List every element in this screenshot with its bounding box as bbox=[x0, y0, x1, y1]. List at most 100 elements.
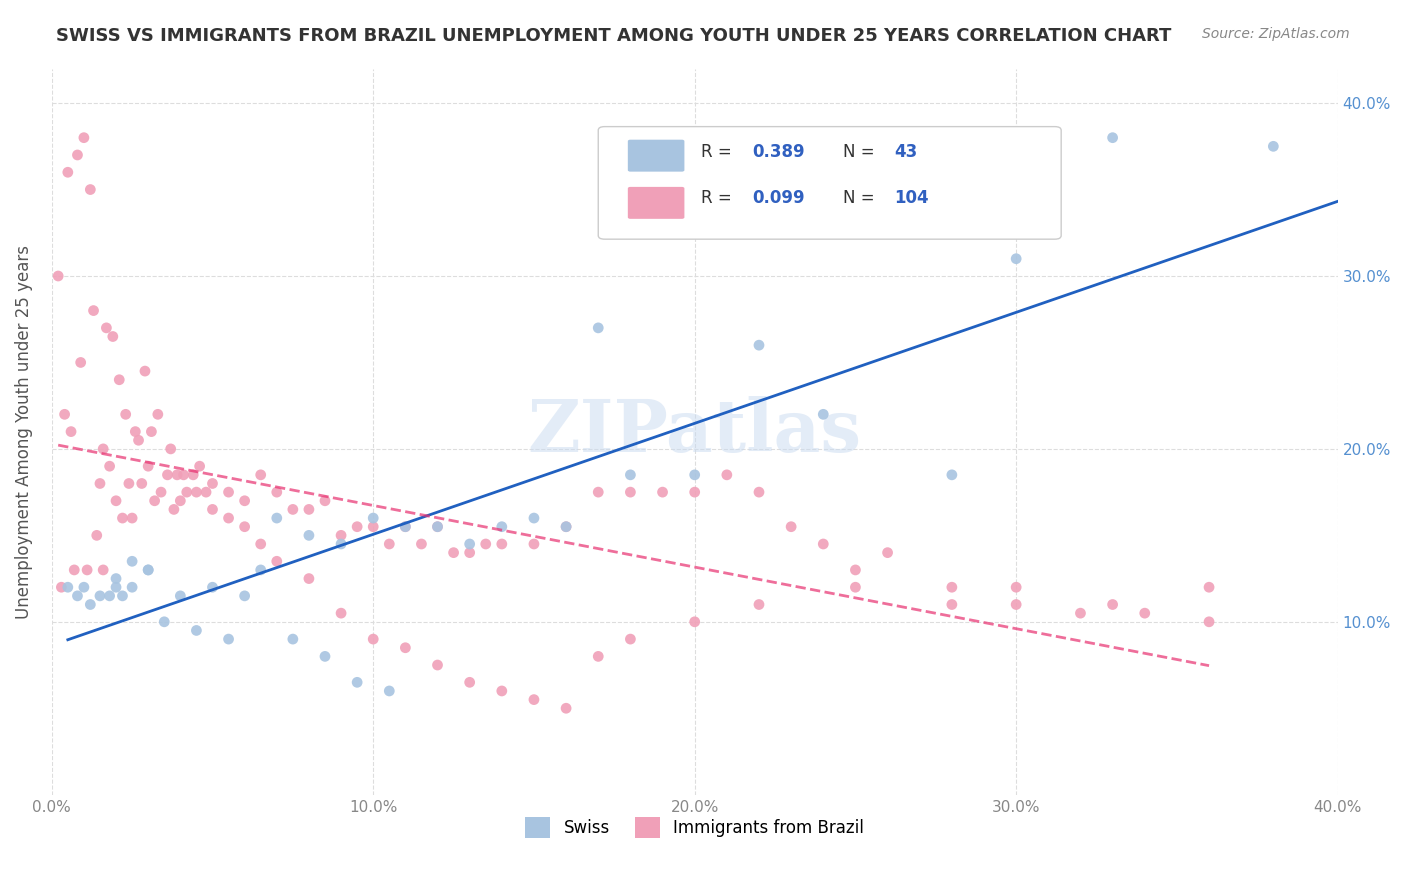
Point bbox=[63, 563, 86, 577]
Point bbox=[201, 502, 224, 516]
Point bbox=[121, 580, 143, 594]
Point bbox=[166, 467, 188, 482]
Point bbox=[114, 407, 136, 421]
Point bbox=[136, 563, 159, 577]
Point bbox=[83, 303, 105, 318]
Point bbox=[941, 580, 963, 594]
Point bbox=[1005, 598, 1028, 612]
Point bbox=[330, 528, 353, 542]
Point bbox=[105, 493, 128, 508]
Point bbox=[426, 519, 449, 533]
Point bbox=[411, 537, 433, 551]
Point bbox=[683, 485, 706, 500]
Point bbox=[108, 373, 131, 387]
Text: 104: 104 bbox=[894, 189, 928, 207]
Point bbox=[555, 701, 578, 715]
Point bbox=[474, 537, 496, 551]
Point bbox=[298, 528, 321, 542]
Point bbox=[748, 598, 770, 612]
Point bbox=[683, 615, 706, 629]
Point bbox=[266, 554, 288, 568]
Point bbox=[249, 563, 271, 577]
Point bbox=[266, 485, 288, 500]
Point bbox=[941, 467, 963, 482]
Point bbox=[91, 563, 114, 577]
Point bbox=[491, 684, 513, 698]
Point bbox=[491, 519, 513, 533]
FancyBboxPatch shape bbox=[628, 140, 685, 171]
Point bbox=[186, 624, 208, 638]
Point bbox=[73, 130, 96, 145]
Point bbox=[53, 407, 76, 421]
Point bbox=[1101, 130, 1123, 145]
Point bbox=[394, 519, 416, 533]
Point bbox=[748, 338, 770, 352]
Point bbox=[555, 519, 578, 533]
Point bbox=[1133, 606, 1156, 620]
Point bbox=[1198, 615, 1220, 629]
Text: SWISS VS IMMIGRANTS FROM BRAZIL UNEMPLOYMENT AMONG YOUTH UNDER 25 YEARS CORRELAT: SWISS VS IMMIGRANTS FROM BRAZIL UNEMPLOY… bbox=[56, 27, 1171, 45]
Text: 0.389: 0.389 bbox=[752, 143, 806, 161]
Point bbox=[98, 589, 121, 603]
Point bbox=[150, 485, 173, 500]
Point bbox=[181, 467, 204, 482]
Point bbox=[346, 519, 368, 533]
Point bbox=[378, 537, 401, 551]
Point bbox=[443, 546, 465, 560]
Point bbox=[143, 493, 166, 508]
Point bbox=[844, 580, 866, 594]
Point bbox=[458, 675, 481, 690]
Point bbox=[361, 511, 384, 525]
Point bbox=[86, 528, 108, 542]
Point bbox=[66, 148, 89, 162]
Point bbox=[66, 589, 89, 603]
Point bbox=[941, 598, 963, 612]
Point bbox=[1263, 139, 1285, 153]
Point bbox=[218, 511, 240, 525]
Point bbox=[128, 434, 150, 448]
Point bbox=[748, 485, 770, 500]
Point bbox=[111, 511, 134, 525]
Legend: Swiss, Immigrants from Brazil: Swiss, Immigrants from Brazil bbox=[519, 811, 870, 845]
Point bbox=[121, 554, 143, 568]
Point bbox=[146, 407, 169, 421]
Point bbox=[491, 537, 513, 551]
Point bbox=[176, 485, 198, 500]
Point bbox=[156, 467, 179, 482]
Point bbox=[249, 537, 271, 551]
Point bbox=[136, 459, 159, 474]
Point bbox=[76, 563, 98, 577]
Text: 43: 43 bbox=[894, 143, 917, 161]
Point bbox=[233, 493, 256, 508]
Point bbox=[118, 476, 141, 491]
Point bbox=[105, 580, 128, 594]
Point bbox=[98, 459, 121, 474]
Point bbox=[1005, 252, 1028, 266]
Point bbox=[458, 546, 481, 560]
Point bbox=[281, 502, 304, 516]
FancyBboxPatch shape bbox=[598, 127, 1062, 239]
Point bbox=[173, 467, 195, 482]
Text: R =: R = bbox=[702, 189, 737, 207]
Point bbox=[141, 425, 163, 439]
Point bbox=[651, 485, 673, 500]
Point bbox=[233, 519, 256, 533]
Point bbox=[79, 183, 101, 197]
Point bbox=[131, 476, 153, 491]
Point bbox=[233, 589, 256, 603]
Point bbox=[458, 537, 481, 551]
Point bbox=[56, 580, 79, 594]
Text: 0.099: 0.099 bbox=[752, 189, 806, 207]
Point bbox=[51, 580, 73, 594]
Point bbox=[46, 268, 69, 283]
Text: ZIPatlas: ZIPatlas bbox=[527, 396, 862, 467]
Point bbox=[159, 442, 181, 456]
Text: N =: N = bbox=[842, 189, 879, 207]
Point bbox=[60, 425, 83, 439]
Point bbox=[186, 485, 208, 500]
Point bbox=[124, 425, 146, 439]
Point bbox=[201, 580, 224, 594]
Text: R =: R = bbox=[702, 143, 737, 161]
Point bbox=[195, 485, 218, 500]
Point bbox=[249, 467, 271, 482]
